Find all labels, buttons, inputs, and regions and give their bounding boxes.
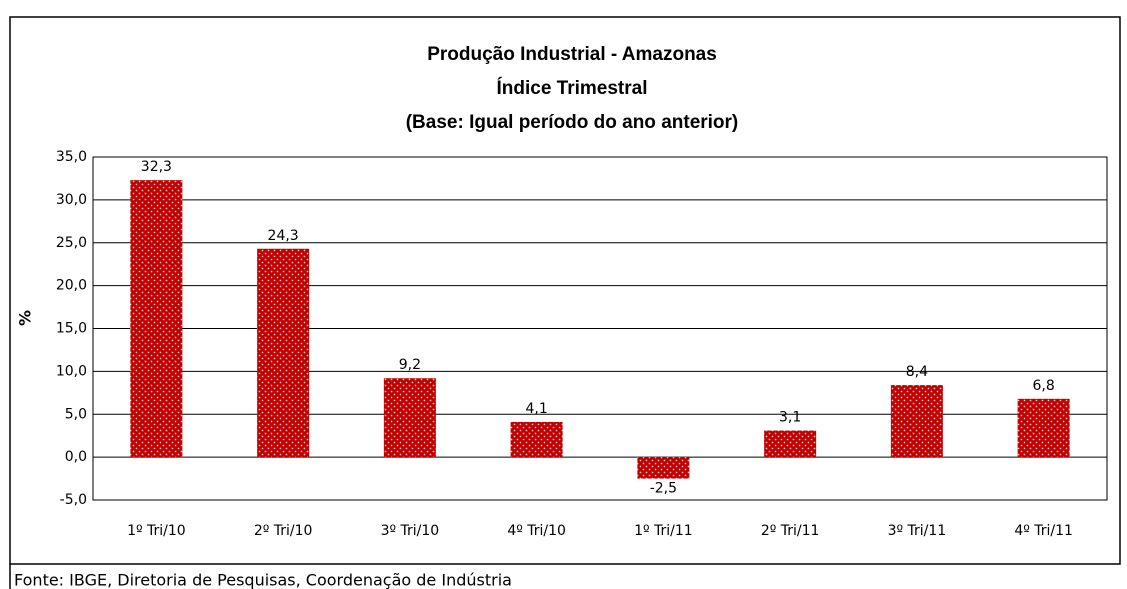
y-tick-label: 35,0 xyxy=(56,149,87,165)
data-label: -2,5 xyxy=(650,481,677,497)
data-label: 3,1 xyxy=(779,410,801,426)
chart-frame xyxy=(9,16,1121,565)
y-axis-label: % xyxy=(16,310,35,326)
y-tick-label: -5,0 xyxy=(60,492,87,508)
data-label: 8,4 xyxy=(906,364,928,380)
x-tick-label: 3º Tri/11 xyxy=(888,523,947,539)
bar xyxy=(637,457,690,479)
y-tick-label: 0,0 xyxy=(65,449,87,465)
bar xyxy=(130,180,183,458)
chart-title: Índice Trimestral xyxy=(496,77,647,99)
x-tick-label: 1º Tri/10 xyxy=(127,523,186,539)
y-tick-label: 15,0 xyxy=(56,321,87,337)
x-tick-label: 4º Tri/11 xyxy=(1014,523,1073,539)
bar xyxy=(383,378,436,458)
data-label: 9,2 xyxy=(399,357,421,373)
data-label: 32,3 xyxy=(141,159,172,175)
bar xyxy=(764,430,817,458)
chart-title: (Base: Igual período do ano anterior) xyxy=(406,112,739,133)
x-tick-label: 4º Tri/10 xyxy=(507,523,566,539)
y-tick-label: 10,0 xyxy=(56,363,87,379)
y-tick-label: 5,0 xyxy=(65,406,87,422)
source-note: Fonte: IBGE, Diretoria de Pesquisas, Coo… xyxy=(14,571,512,589)
bar xyxy=(1017,398,1070,458)
y-tick-label: 30,0 xyxy=(56,192,87,208)
data-label: 24,3 xyxy=(268,228,299,244)
data-label: 4,1 xyxy=(525,401,547,417)
y-tick-label: 25,0 xyxy=(56,235,87,251)
bar xyxy=(890,385,943,458)
chart-title: Produção Industrial - Amazonas xyxy=(427,44,717,65)
data-label: 6,8 xyxy=(1032,378,1054,394)
y-tick-label: 20,0 xyxy=(56,278,87,294)
x-tick-label: 2º Tri/11 xyxy=(761,523,820,539)
x-tick-label: 3º Tri/10 xyxy=(381,523,440,539)
x-tick-label: 2º Tri/10 xyxy=(254,523,313,539)
bar xyxy=(510,421,563,458)
x-tick-label: 1º Tri/11 xyxy=(634,523,693,539)
bar xyxy=(257,248,310,458)
